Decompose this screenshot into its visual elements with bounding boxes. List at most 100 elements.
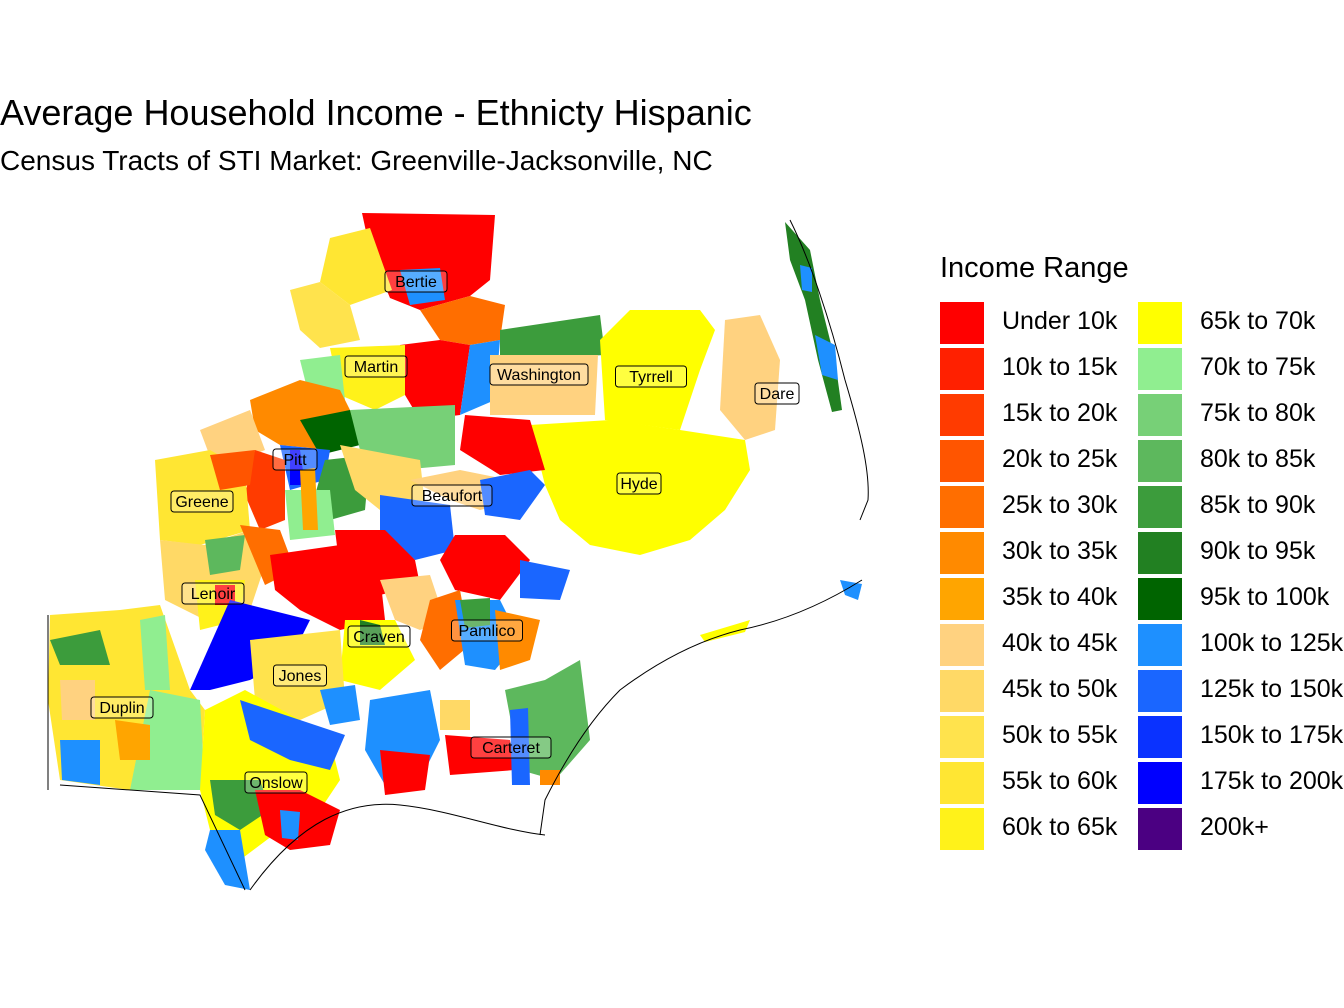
county-name: Martin [354,359,398,376]
tract-region [130,690,205,790]
tract-region [60,740,100,785]
legend-item: 125k to 150k [1138,668,1344,714]
legend-swatch [1138,302,1182,344]
tract-region [300,468,318,530]
legend-label: 85k to 90k [1200,491,1316,519]
legend-label: 150k to 175k [1200,721,1344,749]
tract-region [480,470,545,520]
county-name: Bertie [395,274,437,291]
county-label: Beaufort [411,484,493,507]
legend-swatch [1138,532,1182,574]
map-subtitle: Census Tracts of STI Market: Greenville-… [0,145,713,176]
tract-region [380,750,430,795]
tract-region [280,810,300,840]
tract-region [700,620,750,642]
legend-item: 200k+ [1138,806,1344,852]
tract-region [800,265,812,292]
tract-region [400,268,445,305]
tract-region [720,315,780,440]
county-label: Washington [489,363,589,386]
tract-region [440,535,530,600]
legend-title: Income Range [940,252,1129,284]
legend-item: Under 10k [940,300,1160,346]
tract-region [495,610,540,670]
legend-swatch [940,486,984,528]
tract-region [400,340,470,420]
legend-label: 35k to 40k [1002,583,1118,611]
map-regions [48,213,862,890]
legend-label: 15k to 20k [1002,399,1118,427]
legend-label: 65k to 70k [1200,307,1316,335]
county-name: Pamlico [459,623,516,640]
legend-item: 90k to 95k [1138,530,1344,576]
legend-item: 30k to 35k [940,530,1160,576]
tract-region [530,420,750,555]
legend-label: 95k to 100k [1200,583,1330,611]
county-label: Greene [170,490,234,513]
legend-swatch [940,394,984,436]
coastline [47,219,869,891]
legend-label: 30k to 35k [1002,537,1118,565]
county-name: Hyde [620,476,657,493]
county-label: Pamlico [451,619,523,642]
county-name: Dare [760,386,795,403]
tract-region [815,335,838,380]
legend-item: 80k to 85k [1138,438,1344,484]
legend-swatch [1138,716,1182,758]
legend-item: 55k to 60k [940,760,1160,806]
tract-region [840,580,862,600]
legend-item: 150k to 175k [1138,714,1344,760]
legend-label: 20k to 25k [1002,445,1118,473]
legend-label: 70k to 75k [1200,353,1316,381]
county-name: Jones [279,668,322,685]
legend-swatch [1138,808,1182,850]
legend-label: 60k to 65k [1002,813,1118,841]
legend-item: 95k to 100k [1138,576,1344,622]
legend-label: 50k to 55k [1002,721,1118,749]
legend-item: 35k to 40k [940,576,1160,622]
tract-region [520,560,570,600]
county-name: Beaufort [422,488,483,505]
legend-label: 200k+ [1200,813,1269,841]
county-name: Craven [353,629,405,646]
legend-item: 25k to 30k [940,484,1160,530]
legend-item: 175k to 200k [1138,760,1344,806]
legend-label: 125k to 150k [1200,675,1344,703]
legend-swatch [940,716,984,758]
legend-item: 40k to 45k [940,622,1160,668]
county-name: Pitt [283,452,307,469]
legend-swatch [940,348,984,390]
tract-region [440,700,470,730]
tract-region [445,735,515,775]
tract-region [50,630,110,665]
tract-region [140,615,170,690]
county-label: Bertie [384,270,448,293]
county-label: Jones [273,664,327,687]
county-labels: Bertie Martin Washington Tyrrell Dare Pitt Gre… [90,270,800,794]
legend-label: 40k to 45k [1002,629,1118,657]
tract-region [420,296,505,345]
legend-swatch [940,624,984,666]
legend-item: 60k to 65k [940,806,1160,852]
map-title: Average Household Income - Ethnicty Hisp… [0,92,752,133]
tract-region [290,282,360,348]
legend-label: 75k to 80k [1200,399,1316,427]
tract-region [270,545,385,630]
tract-region [300,410,360,455]
county-name: Carteret [482,740,540,757]
legend-label: 10k to 15k [1002,353,1118,381]
county-label: Onslow [244,771,308,794]
legend-swatch [1138,670,1182,712]
legend-item: 85k to 90k [1138,484,1344,530]
legend-swatch [940,532,984,574]
tract-region [500,315,605,360]
county-name: Duplin [99,700,144,717]
legend-swatch [940,440,984,482]
tract-region [205,535,245,575]
tract-region [460,415,545,475]
county-label: Martin [344,355,408,378]
county-label: Tyrrell [615,365,687,388]
legend-label: 55k to 60k [1002,767,1118,795]
legend-swatch [1138,624,1182,666]
county-name: Greene [175,494,228,511]
